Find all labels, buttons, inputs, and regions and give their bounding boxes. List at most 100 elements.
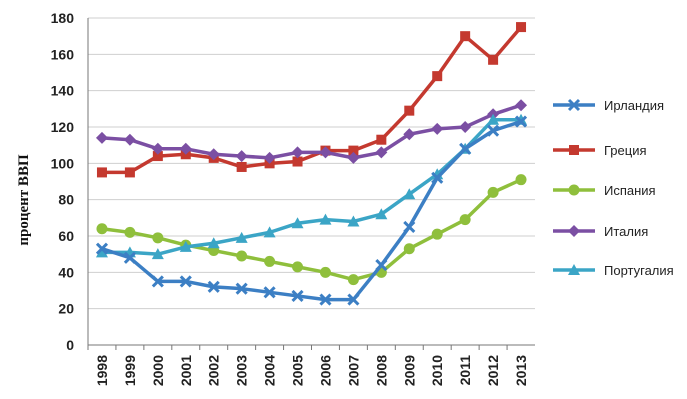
data-point [432,71,443,82]
series-2 [96,174,527,286]
data-point [95,246,108,258]
axes [87,18,535,350]
data-point [235,231,248,243]
data-point [179,240,192,252]
legend-marker [567,98,581,112]
series-line [101,117,522,256]
data-point [291,289,304,303]
y-tick-label: 180 [51,10,75,26]
series-line [101,25,523,175]
data-point [375,259,388,272]
data-point [347,215,360,227]
data-point [123,251,136,264]
series-3 [95,99,528,164]
y-tick-label: 120 [51,119,75,135]
data-point [124,167,135,178]
data-point [347,151,360,164]
data-point [264,255,276,267]
data-point [403,188,416,200]
series-line [101,103,522,160]
data-point [487,113,500,125]
y-tick-label: 20 [58,301,74,317]
data-point [291,217,304,229]
x-tick-label: 2009 [401,355,417,386]
data-point [515,174,527,186]
x-tick-label: 2004 [262,355,278,386]
data-point [151,275,164,288]
data-point [96,223,108,235]
data-point [514,115,528,128]
x-tick-label: 2003 [234,355,250,386]
gridlines [88,17,535,310]
data-point [263,226,276,238]
data-point [292,156,303,167]
data-point [403,220,416,233]
x-tick-label: 2013 [513,355,529,386]
legend-item: Ирландия [553,98,664,113]
data-point [347,293,360,306]
data-point [152,232,164,244]
legend-marker [569,145,579,155]
data-point [236,250,248,262]
data-point [96,167,107,178]
data-point [515,99,528,112]
data-point [236,161,247,172]
data-point [376,134,387,145]
y-tick-label: 80 [58,192,74,208]
x-tick-label: 2010 [429,355,445,386]
data-point [263,286,276,299]
legend-marker [568,184,580,196]
data-point [123,133,136,146]
data-point [95,242,109,255]
legend-marker [568,264,580,275]
x-tick-label: 2007 [345,355,361,386]
data-point [235,282,248,295]
data-point [348,145,359,156]
data-point [516,22,527,33]
legend-label: Португалия [604,263,674,278]
data-point [459,214,471,226]
x-tick-label: 2011 [457,355,473,386]
y-axis-label: процент ВВП [16,154,32,246]
data-point [152,151,163,162]
data-point [487,124,500,137]
data-point [319,293,332,306]
data-point [319,266,331,278]
series-line [101,119,522,302]
legend-label: Италия [604,224,648,239]
y-axis-ticks: 0 20 40 60 80 100 120 140 160 180 [51,10,75,353]
data-point [460,31,471,42]
x-axis-ticks: 1998 1999 2000 2001 2002 2003 2004 2005 2006 2007… [94,355,529,386]
data-point [403,128,416,141]
data-point [431,228,443,240]
x-tick-label: 2012 [485,355,501,386]
data-point [263,151,276,164]
data-point [179,142,192,155]
legend-label: Ирландия [604,98,664,113]
x-tick-label: 1998 [94,355,110,386]
data-point [375,208,388,220]
data-point [319,146,332,159]
legend: Ирландия Греция Испания Италия Португалия [553,98,674,278]
data-point [375,146,388,159]
data-point [459,142,472,155]
data-point [403,243,415,255]
data-point [235,150,248,163]
data-point [151,248,164,260]
legend-label: Испания [604,183,656,198]
legend-item: Испания [553,183,656,198]
x-tick-label: 2005 [290,355,306,386]
y-tick-label: 140 [51,83,75,99]
data-point [207,148,220,161]
data-point [404,105,415,116]
y-tick-label: 160 [51,46,75,62]
x-tick-label: 2002 [206,355,222,386]
x-tick-label: 2001 [178,355,194,386]
data-point [347,274,359,286]
data-point [319,213,332,225]
data-point [292,261,304,273]
y-tick-label: 40 [58,264,74,280]
data-point [95,131,108,144]
series-0 [95,115,528,306]
